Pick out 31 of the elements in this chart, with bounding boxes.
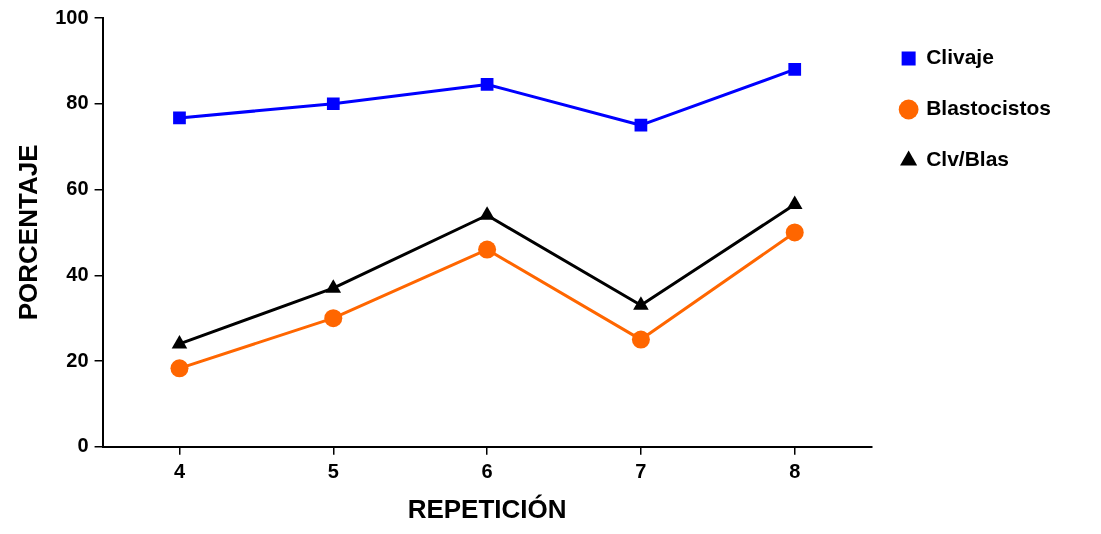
legend-label: Blastocistos [926,96,1051,120]
y-tick-label: 40 [66,262,89,285]
point [786,195,803,210]
y-tick-label: 80 [66,91,89,114]
point [479,206,495,220]
legend-label: Clv/Blas [926,147,1009,171]
point [326,97,340,111]
x-axis-title: REPETICIÓN [407,493,567,524]
y-tick-label: 20 [66,348,89,371]
point [631,330,650,349]
y-tick-label: 60 [66,177,89,200]
point [633,296,649,310]
x-tick-label: 6 [481,460,493,483]
point [171,334,188,349]
point [170,359,189,378]
x-tick-label: 5 [327,460,339,483]
x-tick-label: 8 [789,460,801,483]
point [173,111,186,125]
x-tick-label: 7 [635,460,647,483]
legend-label: Clivaje [926,45,994,69]
point [325,279,342,293]
point [324,309,343,328]
x-tick-label: 4 [173,460,186,483]
point [478,240,497,259]
point [634,118,648,132]
point [480,78,494,91]
y-tick-label: 0 [77,434,89,457]
point [788,63,802,76]
y-tick-label: 100 [55,5,89,28]
point [785,223,804,242]
y-axis-title: PORCENTAJE [12,144,43,321]
